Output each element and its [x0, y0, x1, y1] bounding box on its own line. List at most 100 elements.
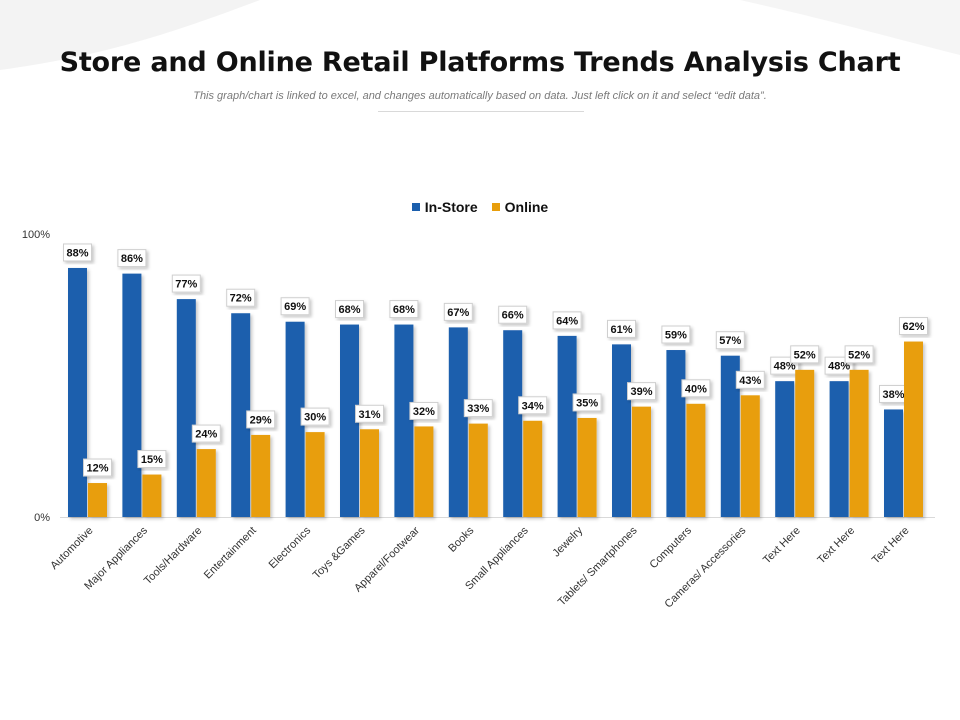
data-label-in-store-3: 72% [230, 293, 252, 305]
bar-online-2 [196, 449, 216, 517]
data-label-in-store-10: 61% [610, 324, 632, 336]
data-label-box-in-store-4 [280, 297, 310, 316]
bar-online-8 [523, 420, 543, 517]
bar-online-6 [414, 426, 434, 517]
data-label-online-0: 12% [86, 463, 108, 475]
bar-in-store-8 [503, 330, 523, 517]
data-label-in-store-6: 68% [393, 304, 415, 316]
data-label-online-3: 29% [250, 414, 272, 426]
data-label-box-in-store-6 [389, 300, 419, 319]
legend-item-online: Online [491, 199, 549, 215]
bar-online-13 [795, 369, 815, 517]
data-label-box-online-1 [137, 450, 167, 469]
bar-in-store-3 [231, 313, 251, 517]
data-label-box-online-3 [246, 410, 276, 429]
data-label-in-store-7: 67% [447, 307, 469, 319]
bar-in-store-12 [720, 355, 740, 517]
bar-in-store-15 [884, 409, 903, 517]
bar-in-store-11 [666, 350, 686, 517]
bar-in-store-0 [68, 267, 87, 517]
data-label-online-9: 35% [576, 397, 598, 409]
bar-in-store-6 [394, 324, 414, 517]
data-label-box-online-2 [191, 424, 221, 443]
data-label-box-online-6 [409, 401, 439, 420]
x-tick-label-13: Text Here [761, 525, 803, 567]
data-label-in-store-13: 48% [774, 361, 796, 373]
data-label-in-store-14: 48% [828, 361, 850, 373]
bar-online-9 [577, 417, 597, 517]
x-tick-label-7: Books [446, 524, 476, 554]
bar-online-15 [904, 341, 923, 517]
data-label-box-online-0 [83, 458, 112, 477]
data-label-in-store-8: 66% [502, 310, 524, 322]
x-tick-label-2: Tools/Hardware [142, 525, 205, 588]
data-label-box-in-store-7 [443, 302, 473, 321]
data-label-in-store-0: 88% [66, 247, 88, 259]
data-label-in-store-12: 57% [719, 335, 741, 347]
data-label-online-15: 62% [902, 321, 924, 333]
data-label-box-online-5 [355, 404, 384, 423]
data-label-online-12: 43% [739, 375, 761, 387]
data-label-box-in-store-10 [607, 319, 636, 338]
legend-label-in-store: In-Store [424, 199, 478, 215]
bar-online-3 [251, 434, 271, 517]
page-title: Store and Online Retail Platforms Trends… [59, 47, 901, 78]
x-tick-label-11: Computers [647, 524, 694, 571]
data-label-box-in-store-12 [715, 331, 745, 350]
bar-in-store-2 [176, 299, 196, 517]
data-label-in-store-2: 77% [175, 279, 197, 291]
x-tick-label-5: Toys &Games [311, 524, 368, 581]
data-label-online-7: 33% [467, 403, 489, 415]
bar-online-7 [468, 423, 488, 517]
data-label-in-store-4: 69% [284, 301, 306, 313]
bar-online-10 [632, 406, 651, 517]
data-label-box-in-store-0 [63, 243, 92, 262]
chart-legend: In-Store Online [0, 199, 960, 215]
data-label-box-online-11 [681, 379, 711, 398]
y-tick-label-100: 100% [22, 229, 50, 241]
data-label-online-8: 34% [522, 400, 544, 412]
data-label-box-in-store-8 [498, 305, 528, 324]
data-label-box-in-store-5 [335, 300, 364, 319]
data-label-box-online-4 [300, 407, 330, 426]
data-label-online-4: 30% [304, 412, 326, 424]
bar-online-5 [360, 429, 379, 517]
x-tick-label-14: Text Here [815, 525, 857, 567]
x-tick-label-3: Entertainment [202, 525, 259, 582]
data-label-online-5: 31% [358, 409, 380, 421]
data-label-online-11: 40% [685, 383, 707, 395]
data-label-in-store-15: 38% [882, 389, 904, 401]
bar-in-store-9 [557, 335, 577, 517]
x-tick-label-15: Text Here [870, 525, 912, 567]
data-label-in-store-11: 59% [665, 330, 687, 342]
x-tick-label-0: Automotive [48, 525, 95, 572]
x-tick-label-9: Jewelry [550, 524, 585, 559]
bar-online-0 [88, 483, 107, 517]
bar-in-store-13 [775, 381, 795, 517]
bar-online-4 [305, 432, 325, 517]
legend-item-in-store: In-Store [411, 199, 478, 215]
data-label-box-in-store-3 [226, 288, 256, 307]
data-label-box-online-8 [518, 396, 548, 415]
bar-in-store-4 [285, 321, 305, 517]
data-label-box-online-9 [572, 393, 602, 412]
bar-online-11 [686, 403, 706, 517]
legend-label-online: Online [504, 199, 549, 215]
data-label-in-store-1: 86% [121, 253, 143, 265]
bar-in-store-7 [448, 327, 468, 517]
data-label-box-online-14 [844, 345, 874, 364]
bar-in-store-10 [612, 344, 631, 517]
data-label-online-14: 52% [848, 349, 870, 361]
data-label-box-in-store-1 [117, 249, 147, 268]
data-label-in-store-5: 68% [338, 304, 360, 316]
data-label-online-13: 52% [794, 349, 816, 361]
bar-online-12 [740, 395, 760, 517]
bar-in-store-14 [829, 381, 849, 517]
data-label-box-online-10 [627, 382, 656, 401]
subtitle-divider [378, 111, 584, 112]
legend-swatch-online [491, 203, 500, 211]
data-label-box-in-store-9 [552, 311, 582, 330]
data-label-box-in-store-11 [661, 325, 691, 344]
data-label-box-online-15 [899, 317, 928, 336]
